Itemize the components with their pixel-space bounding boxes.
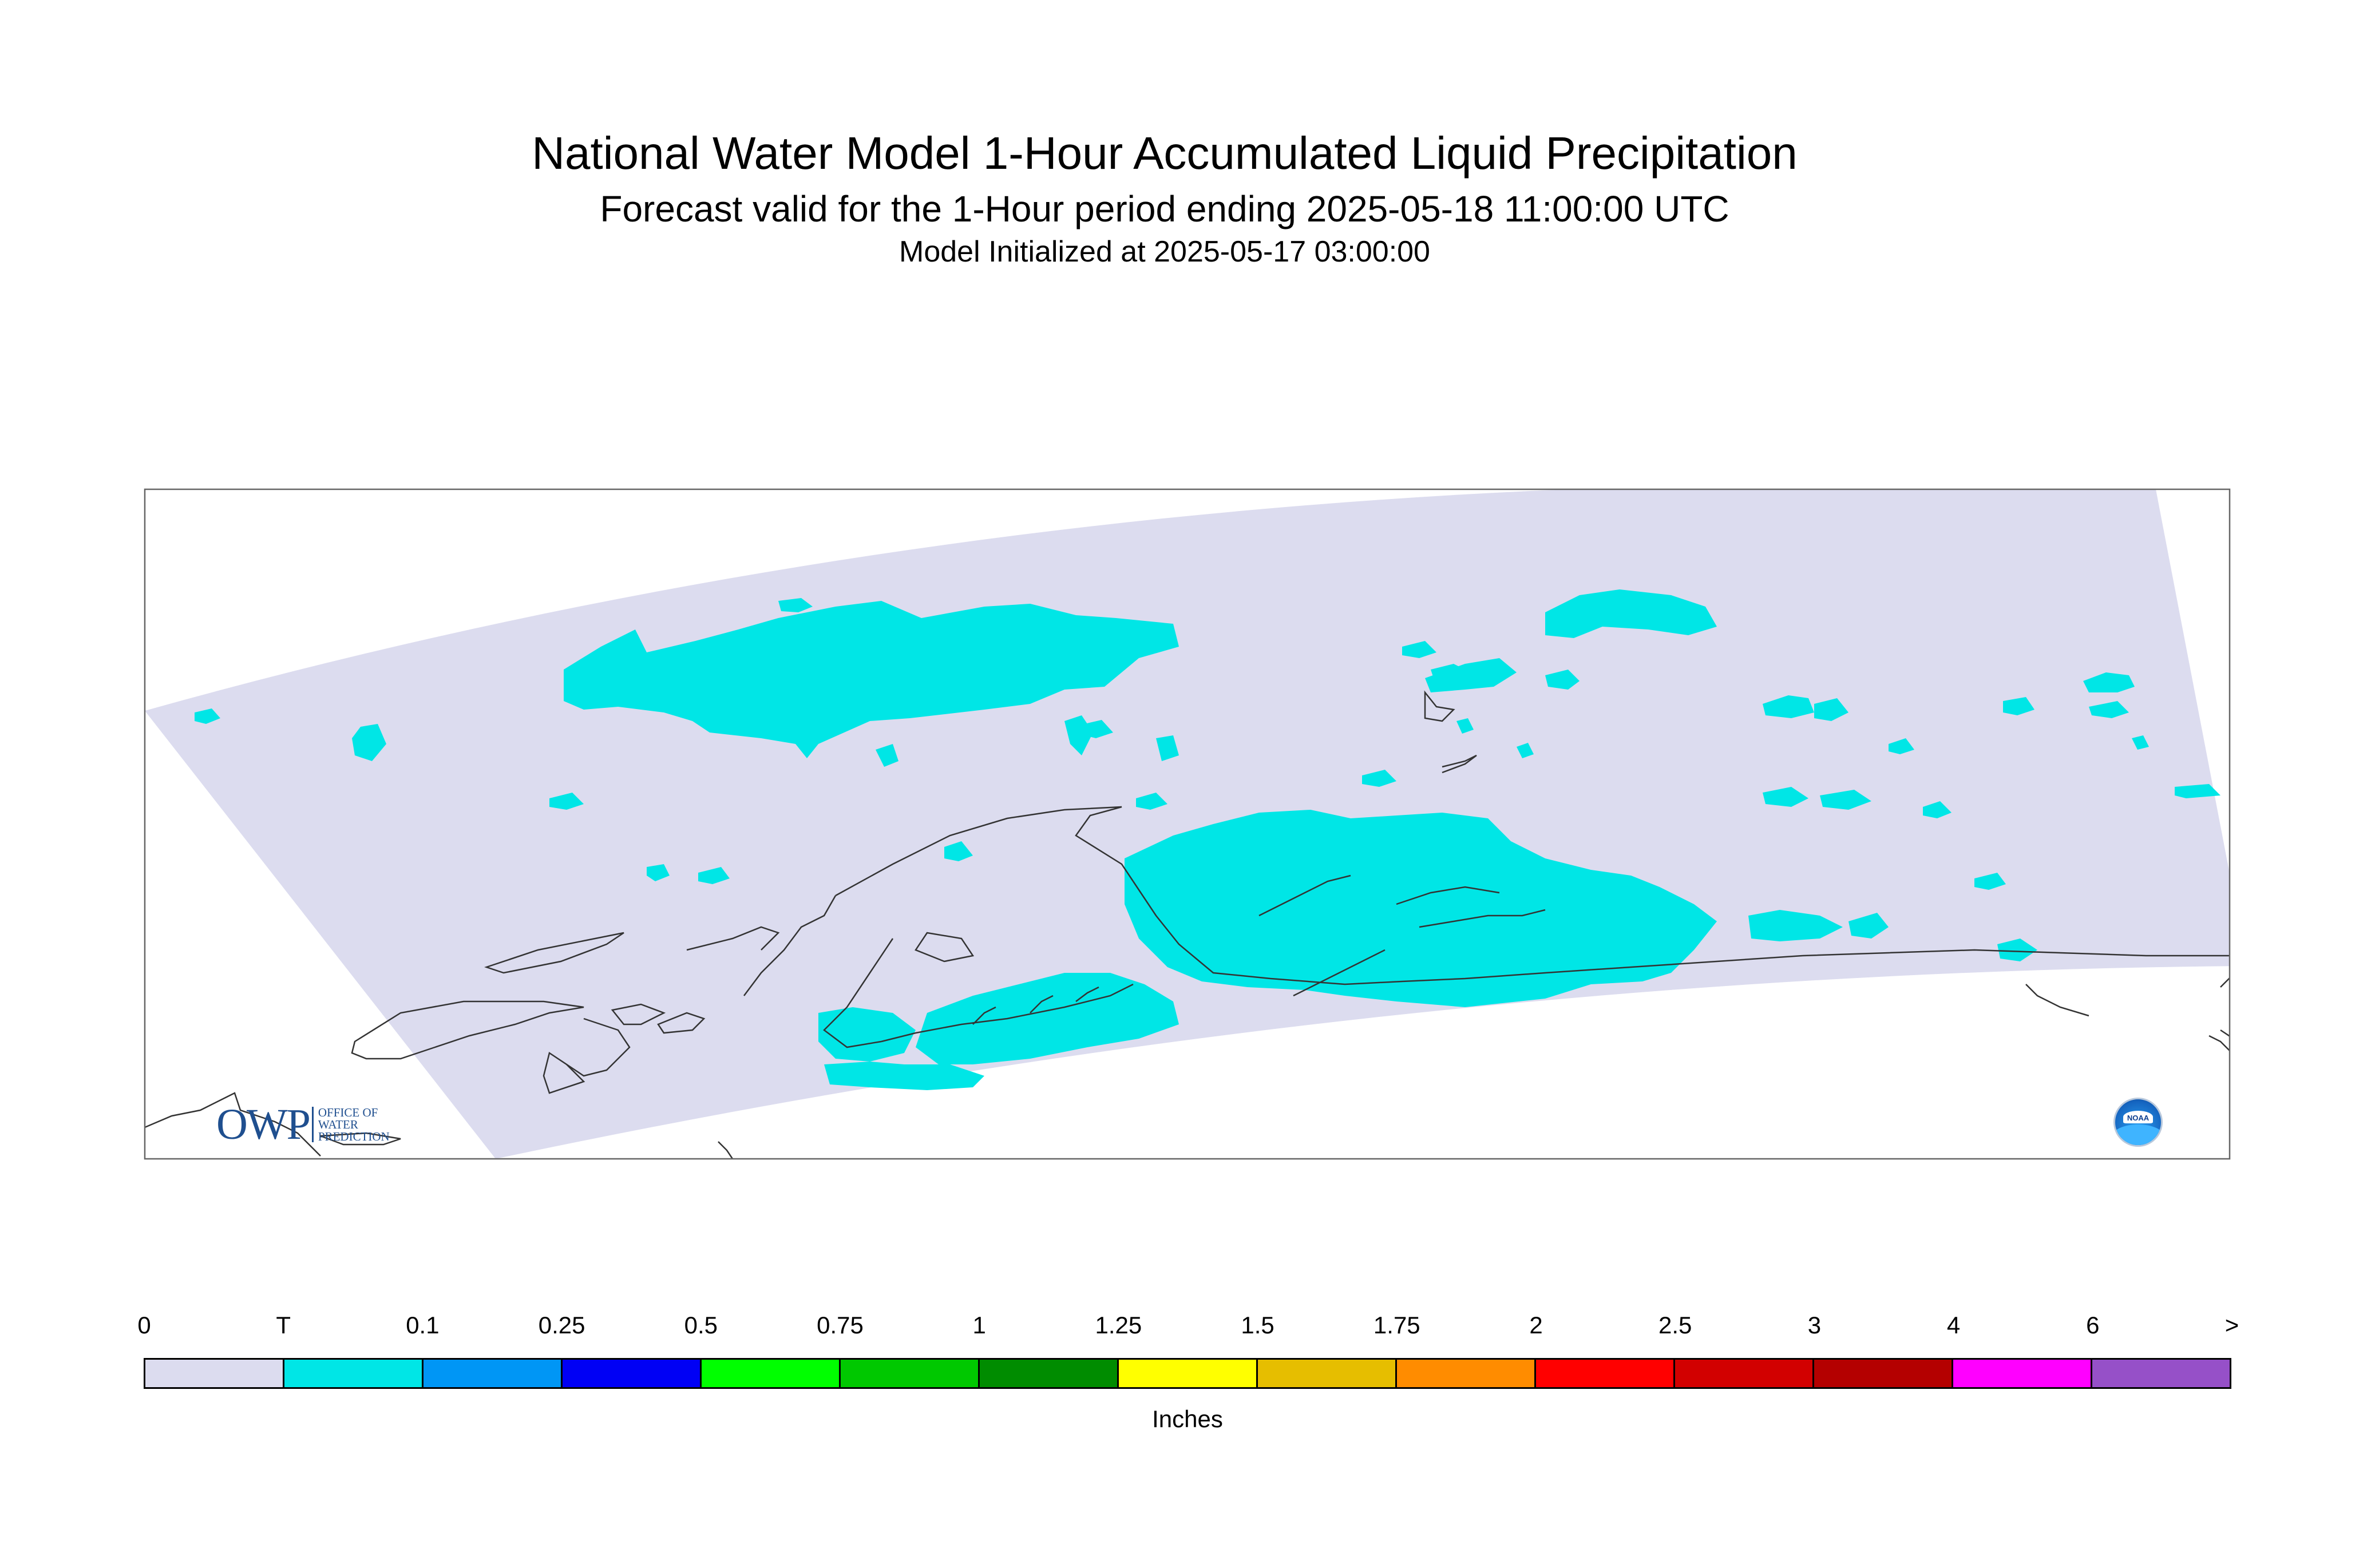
legend-tick-label: 2.5 xyxy=(1658,1312,1692,1339)
legend-swatch xyxy=(1536,1360,1675,1387)
legend-swatch xyxy=(2092,1360,2230,1387)
legend-tick-label: 1.75 xyxy=(1373,1312,1420,1339)
legend-tick-label: 0.25 xyxy=(538,1312,585,1339)
legend-tick-label: 3 xyxy=(1807,1312,1822,1339)
model-domain-area xyxy=(145,489,2230,1159)
owp-logo-line: PREDICTION xyxy=(318,1129,390,1143)
noaa-logo-text: NOAA xyxy=(2127,1114,2150,1122)
forecast-valid-subtitle: Forecast valid for the 1-Hour period end… xyxy=(600,188,1729,229)
legend-swatch xyxy=(1397,1360,1536,1387)
legend-swatch xyxy=(284,1360,423,1387)
legend-tick-label: 6 xyxy=(2086,1312,2100,1339)
legend-tick-label: 1.5 xyxy=(1241,1312,1274,1339)
legend-tick-label: 0 xyxy=(137,1312,151,1339)
legend-swatch xyxy=(1119,1360,1258,1387)
owp-logo-letters: OWP xyxy=(216,1100,311,1149)
legend-tick-label: 0.1 xyxy=(406,1312,440,1339)
legend-tick-label: 1.25 xyxy=(1095,1312,1142,1339)
legend-swatch xyxy=(145,1360,284,1387)
legend-colorbar xyxy=(144,1358,2231,1389)
legend-swatch xyxy=(702,1360,841,1387)
legend-tick-label: 4 xyxy=(1946,1312,1961,1339)
legend-swatch xyxy=(980,1360,1119,1387)
legend-tick-label: T xyxy=(276,1312,291,1339)
coastline xyxy=(145,690,2230,1159)
noaa-logo: NOAA xyxy=(2113,1098,2163,1147)
legend-tick-label: 2 xyxy=(1529,1312,1543,1339)
legend-swatch xyxy=(1258,1360,1397,1387)
legend-swatch xyxy=(1675,1360,1814,1387)
legend-tick-label: 1 xyxy=(972,1312,986,1339)
legend-tick-label: 0.75 xyxy=(817,1312,864,1339)
trace-precipitation-areas xyxy=(195,589,2220,1090)
legend-swatch xyxy=(1814,1360,1953,1387)
map-title: National Water Model 1-Hour Accumulated … xyxy=(532,128,1798,179)
legend-tick-label: 0.5 xyxy=(684,1312,718,1339)
legend-swatch xyxy=(563,1360,702,1387)
legend-units-label: Inches xyxy=(1152,1405,1223,1432)
legend-swatch xyxy=(841,1360,980,1387)
legend-swatch xyxy=(423,1360,563,1387)
owp-logo: OWP OFFICE OF WATER PREDICTION xyxy=(216,1100,390,1149)
model-initialized-line: Model Initialized at 2025-05-17 03:00:00 xyxy=(899,235,1430,268)
owp-logo-line: OFFICE OF xyxy=(318,1105,378,1119)
owp-logo-text: OFFICE OF WATER PREDICTION xyxy=(318,1105,390,1143)
noaa-logo-gull xyxy=(2123,1111,2153,1123)
legend-swatch xyxy=(1953,1360,2092,1387)
map-frame xyxy=(144,488,2231,1160)
owp-logo-line: WATER xyxy=(318,1117,358,1131)
noaa-logo-wave xyxy=(2115,1124,2161,1145)
owp-logo-separator xyxy=(311,1107,314,1142)
legend-tick-label: > xyxy=(2224,1312,2239,1339)
